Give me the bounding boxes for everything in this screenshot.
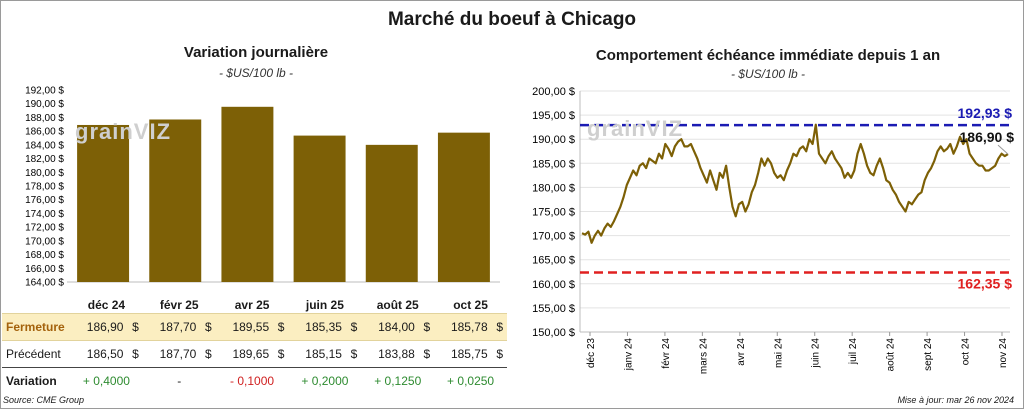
daily-variation-bar-chart: 164,00 $ 166,00 $ 168,00 $ 170,00 $ 172,00 $… [25,86,500,289]
table-cell: 187,70 $ [142,313,216,341]
y-tick-label: 160,00 $ [532,279,575,291]
column-header: avr 25 [234,298,270,312]
y-tick-label: 178,00 $ [25,182,64,193]
y-tick-label: 195,00 $ [532,110,575,122]
row-label: Variation [6,374,57,388]
table-cell: 189,55 $ [215,313,289,341]
y-tick-label: 184,00 $ [25,140,64,151]
table-cell: + 0,1250 [374,374,422,388]
y-tick-label: 172,00 $ [25,223,64,234]
x-tick-label: déc 23 [586,338,597,368]
table-cell: - [177,374,182,388]
table-cell: 185,15 $ [288,340,362,368]
y-tick-label: 182,00 $ [25,154,64,165]
bar [365,144,418,282]
high-value-label: 192,93 $ [958,105,1013,121]
bar [149,119,202,282]
y-tick-label: 168,00 $ [25,250,64,261]
table-cell: 186,50 $ [70,340,143,368]
x-tick-label: mai 24 [773,338,784,368]
y-tick-label: 180,00 $ [25,168,64,179]
front-month-line-chart: 150,00 $ 155,00 $ 160,00 $ 165,00 $ 170,00 $… [532,86,1015,375]
y-tick-label: 186,00 $ [25,127,64,138]
x-tick-label: nov 24 [998,338,1009,368]
row-label: Précédent [2,340,70,368]
row-label: Fermeture [2,313,70,341]
y-tick-label: 190,00 $ [25,99,64,110]
y-tick-label: 185,00 $ [532,158,575,170]
table-cell: + 0,4000 [82,374,130,388]
y-tick-label: 170,00 $ [532,231,575,243]
x-tick-label: juil 24 [848,338,859,366]
update-note: Mise à jour: mar 26 nov 2024 [897,395,1014,405]
y-tick-label: 180,00 $ [532,182,575,194]
y-tick-label: 165,00 $ [532,255,575,267]
x-tick-label: févr 24 [661,338,672,369]
y-tick-label: 166,00 $ [25,264,64,275]
low-value-label: 162,35 $ [958,275,1013,291]
y-tick-label: 150,00 $ [532,327,575,339]
y-tick-label: 188,00 $ [25,113,64,124]
watermark-left: grainVIZ [75,119,172,144]
table-cell: 183,88 $ [361,340,435,368]
bar [221,106,274,282]
table-row-fermeture: Fermeture 186,90 $ 187,70 $ 189,55 $ 185… [2,313,507,341]
last-value-leader [997,144,1009,155]
bar [77,124,130,282]
settlement-table: déc 24 févr 25 avr 25 juin 25 août 25 oc… [2,297,507,394]
x-tick-label: avr 24 [736,338,747,366]
y-tick-label: 190,00 $ [532,134,575,146]
x-tick-label: sept 24 [923,338,934,371]
y-tick-label: 200,00 $ [532,86,575,98]
table-cell: 185,78 $ [434,313,507,341]
y-tick-label: 155,00 $ [532,303,575,315]
left-chart-unit: - $US/100 lb - [218,66,294,80]
table-cell: 187,70 $ [142,340,216,368]
table-cell: 186,90 $ [70,313,143,341]
y-tick-label: 176,00 $ [25,195,64,206]
table-row-precedent: Précédent 186,50 $ 187,70 $ 189,65 $ 185… [2,340,507,368]
main-title: Marché du boeuf à Chicago [387,9,637,30]
x-tick-label: mars 24 [698,338,709,375]
column-header: oct 25 [453,298,488,312]
column-header: déc 24 [87,298,126,312]
last-value-label: 186,90 $ [960,129,1015,145]
y-tick-label: 164,00 $ [25,278,64,289]
bar [293,135,346,282]
price-line [581,123,1009,244]
table-row-variation: Variation + 0,4000 - - 0,1000 + 0,2000 +… [2,368,507,395]
x-tick-label: janv 24 [623,338,634,372]
right-chart-unit: - $US/100 lb - [730,67,806,81]
column-header: juin 25 [305,298,344,312]
right-chart-title: Comportement échéance immédiate depuis 1… [595,47,941,64]
x-tick-label: août 24 [886,338,897,372]
x-tick-label: juin 24 [811,338,822,369]
column-header: août 25 [376,298,419,312]
table-cell: 185,35 $ [288,313,362,341]
y-tick-label: 170,00 $ [25,236,64,247]
table-header-row: déc 24 févr 25 avr 25 juin 25 août 25 oc… [2,297,507,314]
y-tick-label: 192,00 $ [25,86,64,97]
table-cell: 189,65 $ [215,340,289,368]
column-header: févr 25 [159,298,199,312]
table-cell: - 0,1000 [230,374,275,388]
source-note: Source: CME Group [3,395,85,405]
table-cell: 185,75 $ [434,340,507,368]
left-chart-title: Variation journalière [183,44,329,61]
bar [437,132,490,282]
y-tick-label: 174,00 $ [25,209,64,220]
x-tick-label: oct 24 [961,338,972,366]
table-cell: + 0,0250 [447,374,495,388]
table-cell: 184,00 $ [361,313,435,341]
watermark-right: grainVIZ [587,116,684,141]
table-cell: + 0,2000 [301,374,349,388]
y-tick-label: 175,00 $ [532,207,575,219]
